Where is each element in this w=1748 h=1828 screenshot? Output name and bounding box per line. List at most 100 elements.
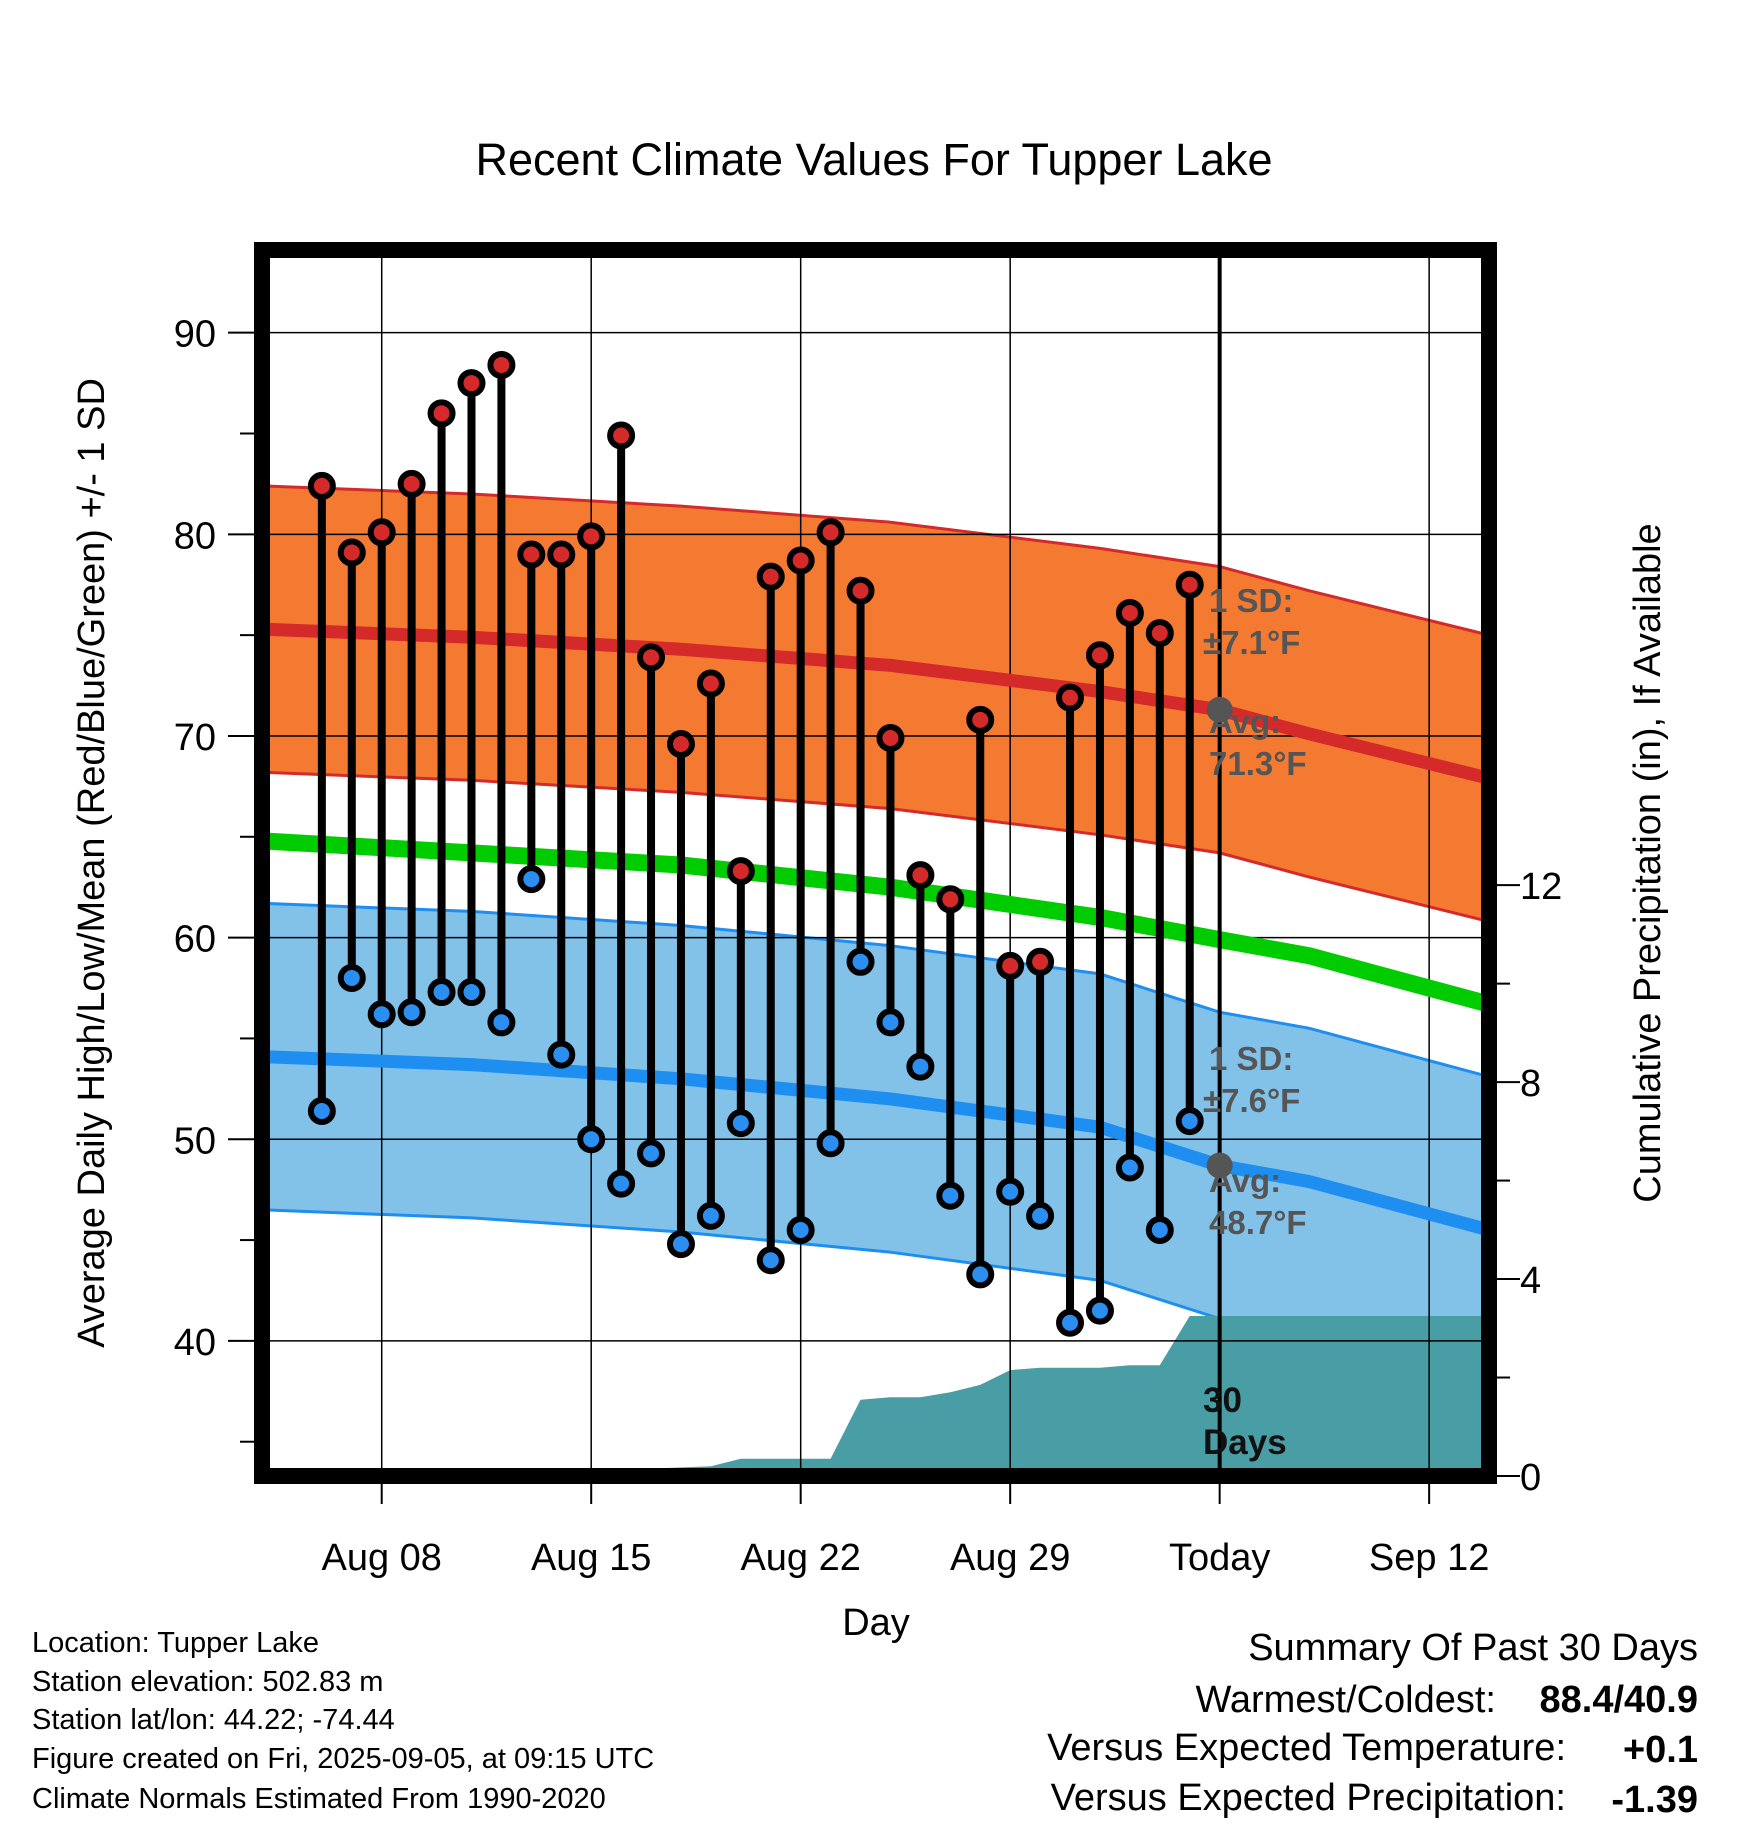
plot-frame: [254, 242, 1497, 1484]
high-avg-label: Avg:: [1209, 703, 1281, 740]
daily-low-point: [427, 978, 456, 1007]
normal-high-line: [262, 622, 1489, 785]
y2-axis-ticks: 0 4 8 12: [1497, 866, 1562, 1499]
high-avg-value: 71.3°F: [1209, 745, 1307, 782]
location-text: Location: Tupper Lake: [32, 1627, 319, 1659]
daily-high-point: [876, 723, 905, 752]
daily-high-point: [427, 399, 456, 428]
daily-high-point: [517, 540, 546, 569]
y-tick-label: 50: [174, 1120, 216, 1162]
daily-high-point: [786, 546, 815, 575]
daily-high-point: [816, 518, 845, 547]
daily-high-point: [666, 730, 695, 759]
y2-tick-label: 4: [1520, 1260, 1541, 1302]
plot-area: [262, 250, 1489, 1476]
daily-low-point: [637, 1139, 666, 1168]
daily-low-point: [816, 1129, 845, 1158]
daily-low-point: [367, 1000, 396, 1029]
chart-title: Recent Climate Values For Tupper Lake: [475, 134, 1272, 185]
temp-label: Versus Expected Temperature:: [1047, 1727, 1566, 1769]
x-tick-label: Aug 08: [321, 1537, 441, 1579]
daily-high-point: [367, 518, 396, 547]
low-avg-value: 48.7°F: [1209, 1204, 1307, 1241]
daily-high-point: [1145, 619, 1174, 648]
created-text: Figure created on Fri, 2025-09-05, at 09…: [32, 1743, 654, 1775]
y2-tick-label: 0: [1520, 1457, 1541, 1499]
y2-tick-label: 12: [1520, 866, 1562, 908]
daily-high-point: [696, 669, 725, 698]
daily-high-point: [1026, 947, 1055, 976]
high-sd-value: ±7.1°F: [1203, 624, 1300, 661]
y-tick-label: 60: [174, 919, 216, 961]
daily-low-point: [517, 865, 546, 894]
warmest-label: Warmest/Coldest:: [1195, 1679, 1496, 1721]
daily-high-point: [726, 857, 755, 886]
normal-mean-line: [262, 832, 1489, 1013]
x-axis-label: Day: [842, 1602, 910, 1644]
y-tick-label: 80: [174, 515, 216, 557]
daily-low-point: [307, 1097, 336, 1126]
x-tick-label: Aug 29: [950, 1537, 1070, 1579]
daily-high-point: [846, 576, 875, 605]
high-sd-label: 1 SD:: [1209, 582, 1293, 619]
daily-low-point: [696, 1201, 725, 1230]
low-sd-label: 1 SD:: [1209, 1040, 1293, 1077]
y-tick-label: 90: [174, 314, 216, 356]
y-axis-label: Average Daily High/Low/Mean (Red/Blue/Gr…: [71, 378, 113, 1348]
daily-high-point: [487, 350, 516, 379]
y-tick-label: 40: [174, 1322, 216, 1364]
temp-value: +0.1: [1623, 1729, 1698, 1771]
daily-low-point: [996, 1177, 1025, 1206]
daily-low-point: [936, 1181, 965, 1210]
normals-text: Climate Normals Estimated From 1990-2020: [32, 1783, 606, 1815]
daily-high-point: [637, 643, 666, 672]
daily-low-point: [337, 963, 366, 992]
daily-high-point: [996, 951, 1025, 980]
daily-low-point: [846, 947, 875, 976]
summary-heading: Summary Of Past 30 Days: [1248, 1627, 1698, 1669]
daily-low-point: [607, 1169, 636, 1198]
daily-low-point: [906, 1052, 935, 1081]
normal-low-line: [262, 1050, 1489, 1237]
daily-high-point: [337, 538, 366, 567]
y2-axis-label: Cumulative Precipitation (in), If Availa…: [1627, 523, 1669, 1202]
daily-low-point: [1175, 1107, 1204, 1136]
daily-low-point: [756, 1246, 785, 1275]
warmest-value: 88.4/40.9: [1540, 1679, 1698, 1721]
x-tick-label: Aug 22: [740, 1537, 860, 1579]
daily-low-point: [1145, 1215, 1174, 1244]
today-marker: [1206, 250, 1233, 1476]
x-tick-label: Aug 15: [531, 1537, 651, 1579]
daily-low-point: [457, 978, 486, 1007]
today-high-normal-marker: [1206, 696, 1233, 723]
daily-high-point: [457, 369, 486, 398]
x-tick-label: Sep 12: [1369, 1537, 1489, 1579]
daily-high-point: [397, 469, 426, 498]
low-sd-band: [262, 903, 1489, 1384]
daily-low-point: [876, 1008, 905, 1037]
x-tick-label: Today: [1169, 1537, 1270, 1579]
daily-low-point: [1115, 1153, 1144, 1182]
today-low-normal-marker: [1206, 1152, 1233, 1179]
daily-low-point: [397, 998, 426, 1027]
daily-low-point: [547, 1040, 576, 1069]
low-avg-label: Avg:: [1209, 1162, 1281, 1199]
y2-tick-label: 8: [1520, 1063, 1541, 1105]
daily-high-point: [966, 705, 995, 734]
daily-high-point: [906, 861, 935, 890]
low-band-upper-edge: [262, 901, 1489, 1079]
station-info: Location: Tupper Lake Station elevation:…: [32, 1627, 654, 1815]
high-band-lower-edge: [262, 770, 1489, 923]
daily-low-point: [1085, 1296, 1114, 1325]
daily-observations: [307, 350, 1204, 1337]
daily-low-point: [487, 1008, 516, 1037]
daily-low-point: [786, 1215, 815, 1244]
daily-low-point: [726, 1109, 755, 1138]
y-tick-label: 70: [174, 717, 216, 759]
latlon-text: Station lat/lon: 44.22; -74.44: [32, 1704, 395, 1736]
daily-high-point: [547, 540, 576, 569]
precip-label: Versus Expected Precipitation:: [1051, 1777, 1566, 1819]
daily-high-point: [936, 885, 965, 914]
y-axis-ticks: 40 50 60 70 80 90: [174, 314, 254, 1443]
